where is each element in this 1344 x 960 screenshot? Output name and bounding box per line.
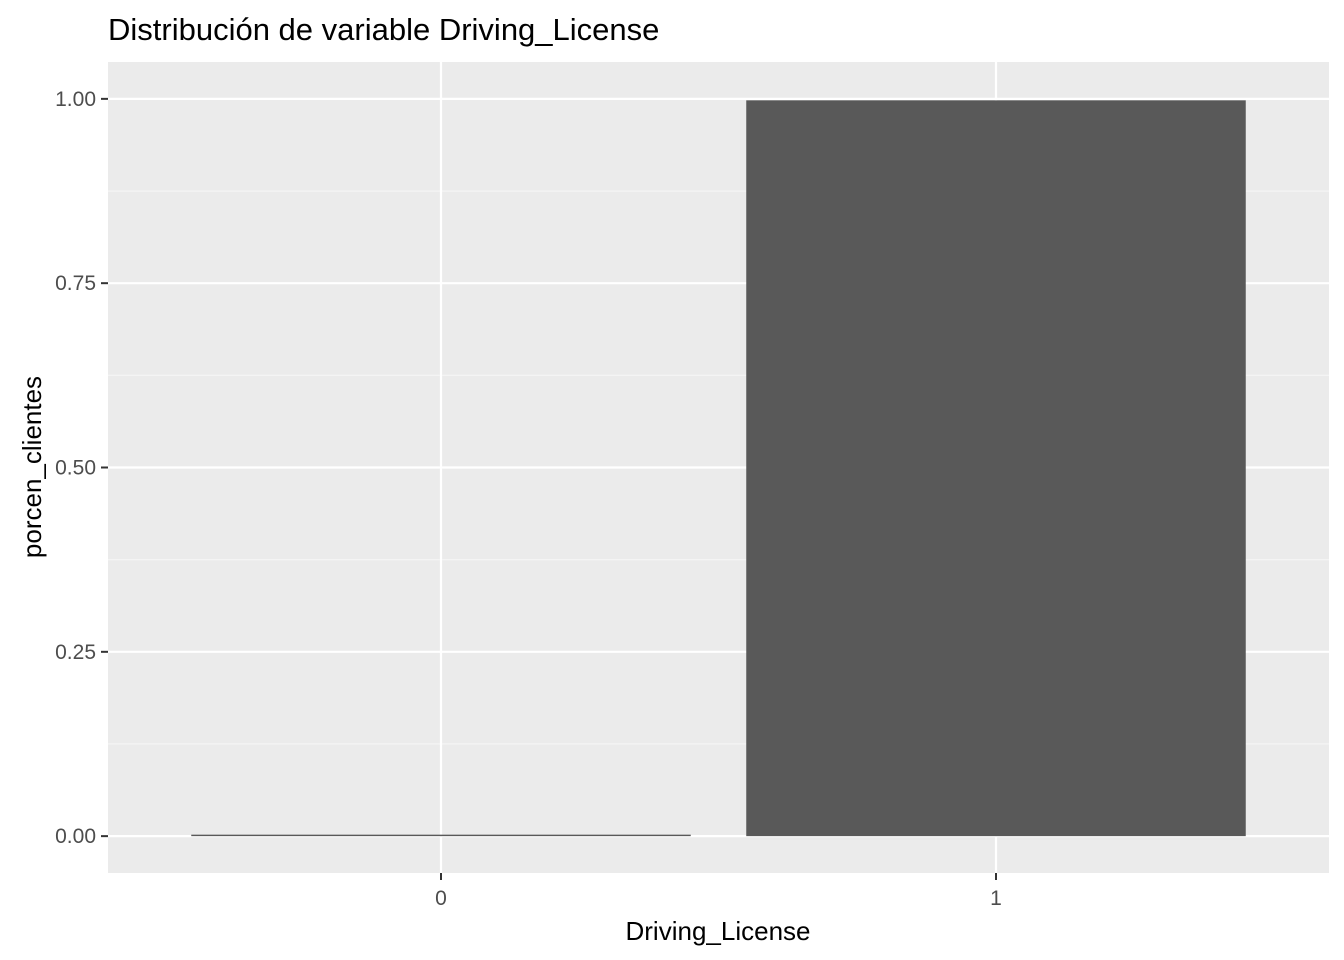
x-tick-label: 0 bbox=[435, 887, 447, 910]
x-axis-title: Driving_License bbox=[626, 916, 811, 946]
y-tick-label: 0.25 bbox=[55, 641, 96, 664]
y-tick-label: 0.50 bbox=[55, 457, 96, 480]
y-tick-label: 0.00 bbox=[55, 825, 96, 848]
y-tick-label: 1.00 bbox=[55, 88, 96, 111]
chart-title: Distribución de variable Driving_License bbox=[108, 12, 659, 47]
bar-0 bbox=[191, 834, 691, 837]
y-axis: 0.00 0.25 0.50 0.75 1.00 bbox=[55, 88, 108, 848]
bar-1 bbox=[746, 100, 1246, 837]
bars bbox=[191, 100, 1246, 837]
y-axis-title: porcen_clientes bbox=[17, 376, 47, 558]
x-tick-label: 1 bbox=[990, 887, 1002, 910]
y-tick-label: 0.75 bbox=[55, 272, 96, 295]
